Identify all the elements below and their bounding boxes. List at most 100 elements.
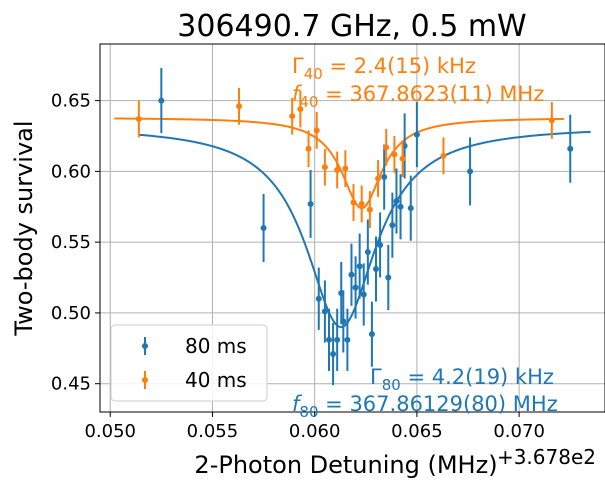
- data-marker: [325, 336, 332, 343]
- legend-label: 40 ms: [185, 368, 247, 392]
- data-point: [356, 233, 363, 299]
- data-point: [381, 144, 388, 210]
- data-marker: [377, 241, 384, 248]
- y-axis-label: Two-body survival: [10, 120, 38, 336]
- data-marker: [342, 165, 349, 172]
- data-point: [305, 130, 312, 168]
- data-point: [391, 136, 398, 173]
- data-point: [407, 175, 414, 241]
- data-marker: [321, 164, 328, 171]
- annotation-value: = 4.2(19) kHz: [401, 365, 554, 389]
- data-point: [397, 174, 404, 240]
- annotation-symbol: f: [292, 82, 303, 106]
- x-axis-offset-label: +3.678e2: [497, 445, 596, 469]
- data-marker: [350, 199, 357, 206]
- data-point: [366, 191, 373, 228]
- data-marker: [413, 131, 420, 138]
- data-marker: [375, 175, 382, 182]
- data-marker: [391, 151, 398, 158]
- data-point: [360, 263, 367, 326]
- x-tick-label: 0.070: [493, 421, 545, 442]
- data-marker: [373, 266, 380, 273]
- x-axis-label: 2-Photon Detuning (MHz): [194, 451, 497, 479]
- data-marker: [236, 103, 243, 110]
- data-point: [340, 290, 347, 353]
- data-point: [377, 212, 384, 278]
- data-marker: [321, 308, 328, 315]
- data-marker: [352, 284, 359, 291]
- data-marker: [389, 222, 396, 229]
- fit-curve: [114, 117, 565, 210]
- data-point: [315, 267, 322, 330]
- data-point: [135, 100, 142, 138]
- legend-marker: [142, 377, 148, 383]
- annotation-symbol: f: [292, 392, 303, 416]
- x-tick-label: 0.050: [84, 421, 136, 442]
- annotation-value: = 367.86129(80) MHz: [319, 392, 558, 416]
- grid-layer: [100, 44, 605, 412]
- chart-title: 306490.7 GHz, 0.5 mW: [177, 9, 526, 44]
- fit-curve: [138, 130, 591, 329]
- data-point: [307, 169, 314, 238]
- data-marker: [467, 168, 474, 175]
- data-marker: [385, 274, 392, 281]
- data-point: [548, 102, 555, 139]
- data-marker: [334, 336, 341, 343]
- data-point: [321, 280, 328, 343]
- data-point: [297, 90, 304, 128]
- data-marker: [368, 331, 375, 338]
- data-point: [440, 137, 447, 175]
- plot-frame: [99, 43, 605, 413]
- annotation-subscript: 80: [299, 403, 318, 421]
- data-marker: [315, 295, 322, 302]
- data-marker: [289, 113, 296, 120]
- data-point: [321, 148, 328, 186]
- data-marker: [348, 271, 355, 278]
- annotation-symbol: Γ: [370, 365, 382, 389]
- x-tick-label: 0.065: [391, 421, 443, 442]
- data-point: [334, 308, 341, 371]
- y-tick-label: 0.65: [51, 91, 91, 112]
- data-marker: [330, 350, 337, 357]
- data-point: [344, 308, 351, 371]
- data-marker: [340, 318, 347, 325]
- fit-layer: [114, 117, 591, 329]
- data-point: [330, 322, 337, 386]
- data-point: [389, 192, 396, 258]
- legend: 80 ms 40 ms: [110, 324, 268, 402]
- annotation-f80: f80 = 367.86129(80) MHz: [292, 392, 558, 421]
- data-marker: [548, 117, 555, 124]
- annotation-f40: f40 = 367.8623(11) MHz: [292, 82, 544, 111]
- y-tick-label: 0.45: [51, 374, 91, 395]
- y-tick-label: 0.50: [51, 303, 91, 324]
- data-point: [383, 128, 390, 166]
- y-tick-label: 0.55: [51, 232, 91, 253]
- data-marker: [305, 145, 312, 152]
- legend-box: [110, 324, 268, 402]
- data-marker: [260, 225, 267, 231]
- data-marker: [381, 174, 388, 181]
- data-marker: [135, 116, 142, 123]
- data-point: [567, 114, 574, 183]
- data-layer: [135, 68, 574, 386]
- data-marker: [360, 291, 367, 298]
- data-point: [373, 236, 380, 302]
- data-point: [368, 301, 375, 367]
- data-point: [413, 102, 420, 168]
- data-point: [236, 87, 243, 125]
- annotation-value: = 367.8623(11) MHz: [319, 82, 545, 106]
- data-point: [325, 308, 332, 371]
- data-marker: [344, 336, 351, 343]
- data-marker: [567, 145, 574, 152]
- legend-label: 80 ms: [185, 334, 247, 358]
- data-point: [158, 68, 165, 134]
- data-marker: [313, 127, 320, 134]
- legend-marker: [142, 343, 148, 349]
- data-point: [334, 151, 341, 189]
- data-marker: [399, 155, 406, 162]
- data-marker: [307, 200, 314, 207]
- annotation-g80: Γ80 = 4.2(19) kHz: [370, 365, 554, 394]
- data-point: [352, 256, 359, 319]
- axis-ticks: 0.050 0.055 0.060 0.065 0.070 0.45 0.50 0.55 0.6…: [51, 91, 545, 442]
